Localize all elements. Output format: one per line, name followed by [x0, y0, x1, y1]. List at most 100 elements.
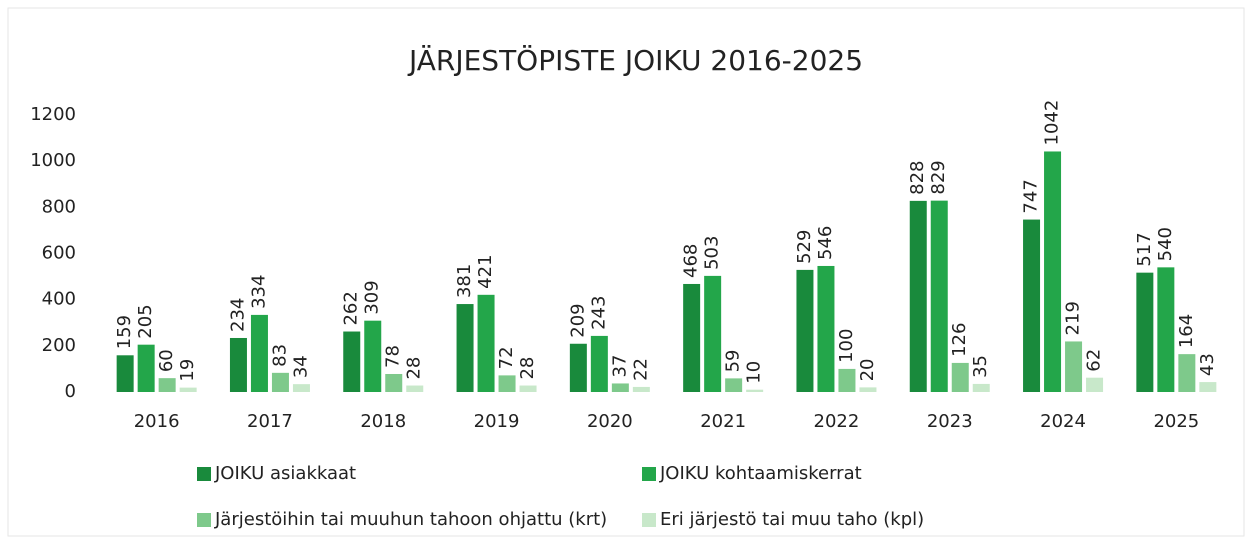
y-tick-label: 1200	[30, 104, 76, 125]
data-label: 34	[290, 355, 311, 378]
bar	[683, 283, 701, 392]
bar	[838, 368, 856, 392]
x-tick-label: 2025	[1153, 411, 1199, 432]
data-label: 219	[1063, 301, 1084, 335]
legend-label: Eri järjestö tai muu taho (kpl)	[660, 509, 924, 530]
data-label: 209	[567, 303, 588, 337]
data-label: 234	[227, 298, 248, 332]
x-tick-label: 2023	[927, 411, 973, 432]
bar	[590, 335, 608, 392]
bar	[1023, 219, 1041, 392]
data-label: 205	[135, 304, 156, 338]
data-label: 243	[588, 296, 609, 330]
data-label: 37	[609, 355, 630, 378]
y-tick-label: 400	[42, 289, 76, 310]
bar	[229, 337, 247, 392]
data-label: 28	[517, 357, 538, 380]
bar	[364, 320, 382, 392]
data-label: 164	[1176, 314, 1197, 348]
data-label: 100	[836, 329, 857, 363]
y-tick-label: 0	[65, 381, 76, 402]
bar	[1136, 272, 1154, 392]
bar	[385, 373, 403, 392]
data-label: 381	[454, 264, 475, 298]
x-tick-label: 2021	[700, 411, 746, 432]
bar	[271, 372, 289, 392]
data-label: 43	[1197, 353, 1218, 376]
data-label: 20	[857, 358, 878, 381]
x-tick-label: 2024	[1040, 411, 1086, 432]
bar	[1157, 267, 1175, 392]
bar	[1199, 382, 1217, 392]
y-tick-label: 600	[42, 243, 76, 264]
data-label: 10	[744, 361, 765, 384]
data-label: 1042	[1042, 100, 1063, 146]
bar	[406, 385, 424, 392]
legend-swatch	[197, 467, 211, 481]
data-label: 309	[362, 280, 383, 314]
bar	[704, 275, 722, 392]
bar	[179, 387, 197, 392]
data-label: 62	[1084, 349, 1105, 372]
legend-swatch	[197, 513, 211, 527]
bar	[456, 304, 474, 392]
bar	[611, 383, 629, 392]
x-tick-label: 2017	[247, 411, 293, 432]
data-label: 747	[1021, 179, 1042, 213]
bar	[951, 362, 969, 392]
legend-label: JOIKU kohtaamiskerrat	[659, 463, 862, 484]
data-label: 421	[475, 254, 496, 288]
x-tick-label: 2018	[360, 411, 406, 432]
bar	[1044, 151, 1062, 392]
bar	[1086, 377, 1104, 392]
data-label: 22	[630, 358, 651, 381]
data-label: 72	[496, 346, 517, 369]
data-label: 503	[702, 236, 723, 270]
data-label: 35	[970, 355, 991, 378]
data-label: 83	[269, 344, 290, 367]
y-tick-label: 1000	[30, 150, 76, 171]
data-label: 28	[404, 357, 425, 380]
data-label: 529	[794, 230, 815, 264]
bar	[817, 265, 835, 392]
bar	[930, 200, 948, 392]
bar	[498, 375, 516, 392]
bar	[137, 344, 155, 392]
bar	[477, 294, 495, 392]
bar	[725, 378, 743, 392]
bar	[519, 385, 537, 392]
legend-swatch	[642, 513, 656, 527]
bar	[250, 314, 268, 392]
data-label: 540	[1155, 227, 1176, 261]
x-tick-label: 2022	[814, 411, 860, 432]
data-label: 159	[114, 315, 135, 349]
bar	[796, 269, 814, 392]
y-tick-label: 800	[42, 196, 76, 217]
data-label: 60	[156, 349, 177, 372]
bar	[292, 384, 310, 392]
bar	[972, 383, 990, 392]
bar	[158, 378, 176, 392]
data-label: 126	[949, 323, 970, 357]
x-tick-label: 2020	[587, 411, 633, 432]
bar	[859, 387, 877, 392]
legend-label: JOIKU asiakkaat	[214, 463, 356, 484]
data-label: 828	[907, 161, 928, 195]
bar	[632, 386, 650, 392]
bar	[1178, 354, 1196, 392]
data-label: 468	[681, 244, 702, 278]
bar	[569, 343, 587, 392]
data-label: 546	[815, 226, 836, 260]
bar	[909, 200, 927, 392]
legend-swatch	[642, 467, 656, 481]
data-label: 829	[928, 160, 949, 194]
frame	[7, 7, 1245, 537]
bar	[1065, 341, 1083, 392]
data-label: 19	[177, 359, 198, 382]
y-tick-label: 200	[42, 335, 76, 356]
data-label: 334	[248, 275, 269, 309]
bar	[746, 389, 764, 392]
x-tick-label: 2016	[134, 411, 180, 432]
chart-title: JÄRJESTÖPISTE JOIKU 2016-2025	[407, 43, 863, 77]
data-label: 59	[723, 349, 744, 372]
